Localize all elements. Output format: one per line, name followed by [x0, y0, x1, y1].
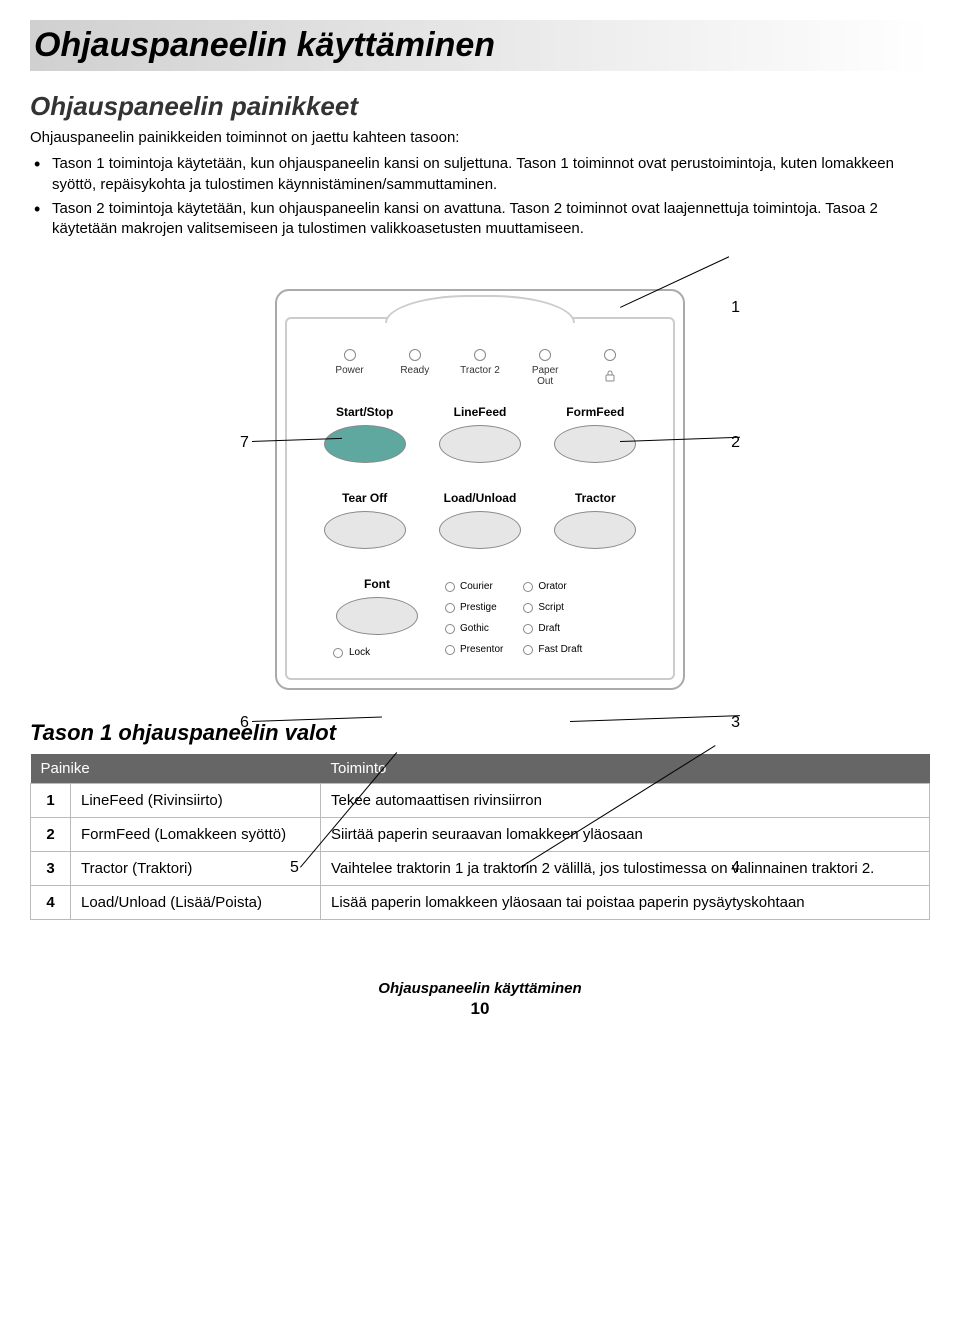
linefeed-button[interactable]: LineFeed — [425, 405, 535, 463]
led-status-row: Power Ready Tractor 2 Paper Out — [307, 349, 653, 387]
panel-tab — [385, 295, 575, 323]
font-option-draft: Draft — [523, 623, 582, 634]
font-option-prestige: Prestige — [445, 602, 503, 613]
font-label: Font — [327, 577, 427, 591]
callout-5: 5 — [290, 859, 299, 877]
tearoff-button[interactable]: Tear Off — [310, 491, 420, 549]
font-section: Font Lock Courier Orator Prestige Script… — [307, 577, 653, 658]
font-option-gothic: Gothic — [445, 623, 503, 634]
subsection-title: Tason 1 ohjauspaneelin valot — [30, 720, 930, 746]
font-option-courier: Courier — [445, 581, 503, 592]
loadunload-button[interactable]: Load/Unload — [425, 491, 535, 549]
start-stop-button[interactable]: Start/Stop — [310, 405, 420, 463]
panel-outer-frame: Power Ready Tractor 2 Paper Out Start/St… — [275, 289, 685, 690]
intro-text: Ohjauspaneelin painikkeiden toiminnot on… — [30, 128, 930, 148]
formfeed-button[interactable]: FormFeed — [540, 405, 650, 463]
table-row: 3 Tractor (Traktori) Vaihtelee traktorin… — [31, 852, 930, 886]
legend-table: Painike Toiminto 1 LineFeed (Rivinsiirto… — [30, 754, 930, 920]
bullet-item: Tason 2 toimintoja käytetään, kun ohjaus… — [34, 199, 930, 240]
table-header-toiminto: Toiminto — [321, 754, 930, 784]
page-footer: Ohjauspaneelin käyttäminen 10 — [30, 980, 930, 1019]
callout-3: 3 — [731, 714, 740, 732]
button-row-2: Tear Off Load/Unload Tractor — [307, 491, 653, 549]
table-row: 1 LineFeed (Rivinsiirto) Tekee automaatt… — [31, 784, 930, 818]
led-tractor2: Tractor 2 — [450, 349, 510, 387]
callout-6: 6 — [240, 714, 249, 732]
callout-1: 1 — [731, 299, 740, 317]
table-row: 4 Load/Unload (Lisää/Poista) Lisää paper… — [31, 886, 930, 920]
font-option-fastdraft: Fast Draft — [523, 644, 582, 655]
button-row-1: Start/Stop LineFeed FormFeed — [307, 405, 653, 463]
callout-7: 7 — [240, 434, 249, 452]
bullet-list: Tason 1 toimintoja käytetään, kun ohjaus… — [34, 154, 930, 239]
led-lock-icon — [580, 349, 640, 387]
font-option-script: Script — [523, 602, 582, 613]
font-lock: Lock — [333, 647, 427, 658]
lock-icon — [603, 369, 617, 383]
page-number: 10 — [30, 999, 930, 1019]
bullet-item: Tason 1 toimintoja käytetään, kun ohjaus… — [34, 154, 930, 195]
font-option-presentor: Presentor — [445, 644, 503, 655]
table-header-painike: Painike — [31, 754, 321, 784]
led-paper-out: Paper Out — [515, 349, 575, 387]
page-title: Ohjauspaneelin käyttäminen — [30, 20, 930, 71]
footer-title: Ohjauspaneelin käyttäminen — [30, 980, 930, 997]
control-panel-diagram: 1 2 3 4 5 6 7 Power Ready Tractor 2 Pape… — [190, 289, 770, 690]
callout-2: 2 — [731, 434, 740, 452]
font-option-orator: Orator — [523, 581, 582, 592]
tractor-button[interactable]: Tractor — [540, 491, 650, 549]
callout-4: 4 — [731, 859, 740, 877]
section-title: Ohjauspaneelin painikkeet — [30, 91, 930, 122]
led-power: Power — [320, 349, 380, 387]
panel-inner: Power Ready Tractor 2 Paper Out Start/St… — [285, 317, 675, 680]
led-ready: Ready — [385, 349, 445, 387]
font-button[interactable] — [336, 597, 418, 635]
table-row: 2 FormFeed (Lomakkeen syöttö) Siirtää pa… — [31, 818, 930, 852]
